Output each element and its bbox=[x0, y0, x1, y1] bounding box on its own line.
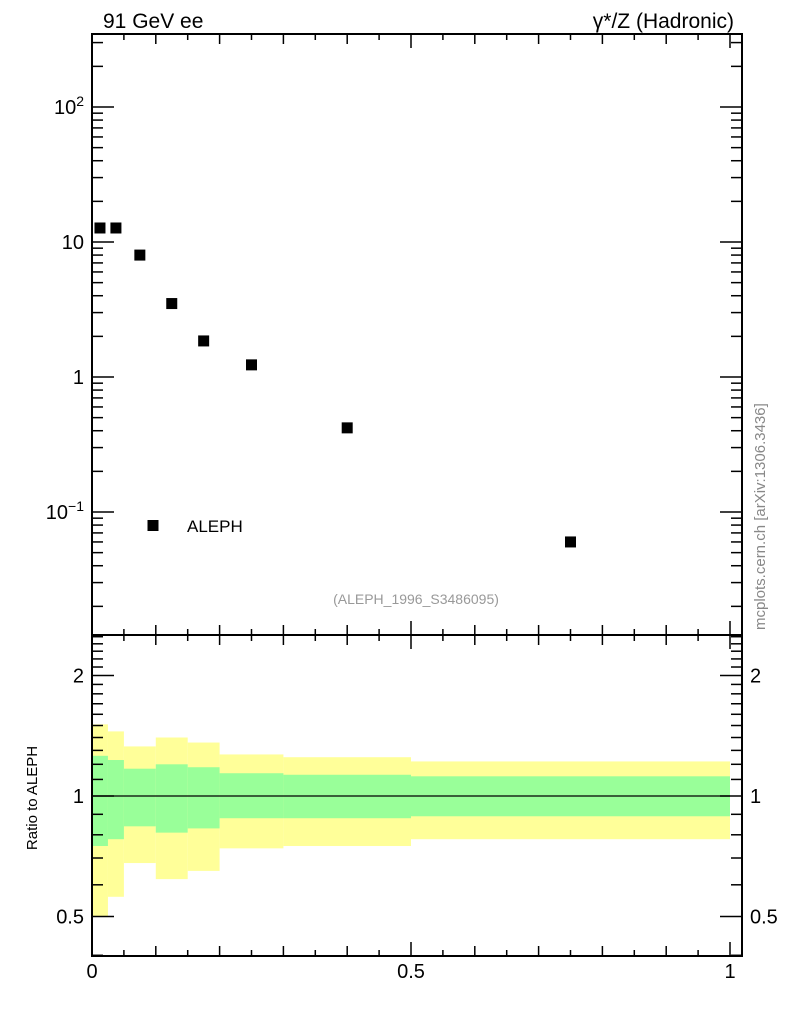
data-point-aleph bbox=[198, 335, 210, 347]
legend-label: ALEPH bbox=[187, 517, 243, 536]
ratio-panel: 0 0.5 1 0.5 0.5 1 1 2 2 bbox=[56, 621, 778, 983]
side-label: mcplots.cern.ch [arXiv:1306.3436] bbox=[752, 403, 769, 630]
green-band-bin bbox=[123, 768, 156, 827]
x-tick-label: 0 bbox=[86, 961, 97, 983]
plot-title-right: γ*/Z (Hadronic) bbox=[593, 10, 734, 33]
main-frame bbox=[91, 33, 743, 636]
main-panel: 10−1 1 10 102 bbox=[46, 33, 743, 636]
green-band-bin bbox=[107, 760, 124, 840]
y-tick-label: 102 bbox=[54, 93, 84, 119]
ratio-y-tick-label-right: 0.5 bbox=[750, 907, 778, 929]
ratio-y-tick-label-right: 2 bbox=[750, 666, 761, 688]
ratio-y-tick-label-left: 0.5 bbox=[56, 907, 84, 929]
ratio-y-tick-label-left: 2 bbox=[73, 666, 84, 688]
ratio-y-axis-label: Ratio to ALEPH bbox=[24, 746, 41, 850]
legend-marker bbox=[147, 520, 159, 531]
green-band-bin bbox=[187, 767, 220, 829]
data-point-aleph bbox=[166, 298, 178, 310]
ratio-y-tick-label-right: 1 bbox=[750, 786, 761, 808]
green-band-bin bbox=[155, 764, 188, 833]
x-tick-label: 0.5 bbox=[397, 961, 425, 983]
data-point-aleph bbox=[134, 249, 146, 261]
data-point-aleph bbox=[110, 222, 122, 234]
data-point-aleph bbox=[565, 536, 576, 548]
plot-title-left: 91 GeV ee bbox=[103, 10, 203, 33]
ratio-y-tick-label-left: 1 bbox=[73, 786, 84, 808]
y-tick-label: 10 bbox=[62, 232, 84, 254]
y-tick-label: 10−1 bbox=[46, 498, 84, 524]
analysis-watermark: (ALEPH_1996_S3486095) bbox=[333, 591, 499, 607]
x-tick-label: 1 bbox=[724, 961, 735, 983]
green-band-bin bbox=[92, 755, 108, 847]
data-point-aleph bbox=[94, 222, 106, 234]
data-point-aleph bbox=[246, 359, 257, 371]
data-point-aleph bbox=[341, 422, 353, 434]
y-tick-label: 1 bbox=[73, 367, 84, 389]
